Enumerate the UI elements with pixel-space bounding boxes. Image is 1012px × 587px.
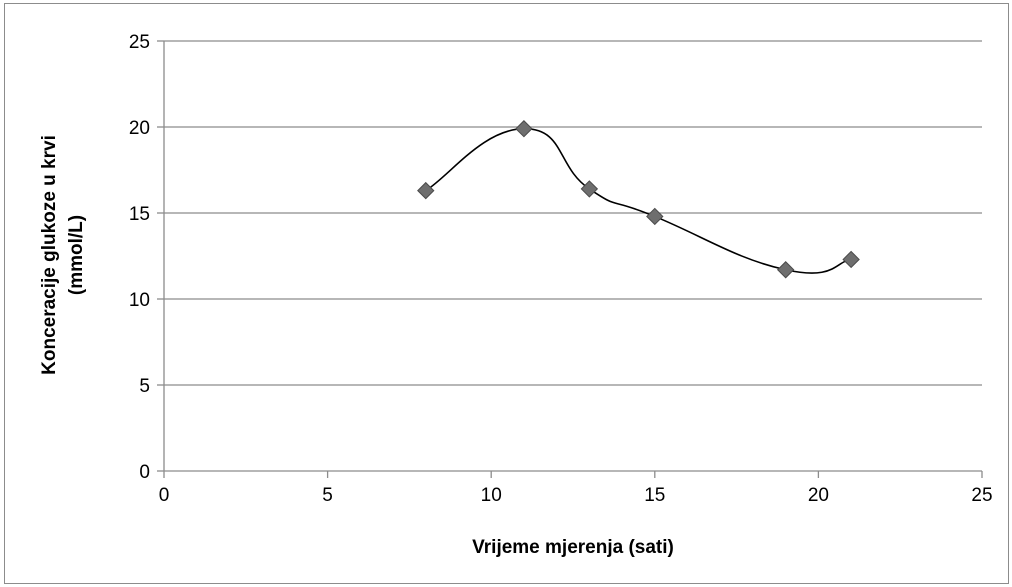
x-tick-label: 25 [971, 485, 992, 506]
data-points [417, 120, 860, 279]
x-tick-label: 5 [322, 485, 333, 506]
y-tick-label: 0 [139, 462, 150, 483]
data-point-marker [580, 180, 599, 198]
x-tick-label: 15 [644, 485, 665, 506]
y-axis-title-line-2: (mmol/L) [66, 215, 87, 295]
x-tick-label: 20 [808, 485, 829, 506]
y-tick-label: 25 [129, 32, 150, 53]
gridlines [164, 40, 982, 386]
y-axis-title-line-1: Konceracije glukoze u krvi [39, 135, 60, 375]
y-tick-label: 5 [139, 376, 150, 397]
data-point-marker [515, 120, 533, 138]
y-tick-label: 15 [129, 204, 150, 225]
data-point-marker [776, 261, 795, 279]
data-point-marker [417, 181, 435, 200]
axes [157, 40, 983, 478]
y-tick-label: 20 [129, 118, 150, 139]
y-axis-title: Konceracije glukoze u krvi (mmol/L) [39, 135, 87, 375]
data-point-marker [646, 207, 664, 226]
smoothed-series-line [425, 127, 852, 274]
chart-frame [4, 3, 1009, 584]
x-tick-label: 10 [481, 485, 502, 506]
x-tick-labels: 0 5 10 15 20 25 [159, 485, 993, 506]
data-point-marker [842, 250, 860, 269]
x-tick-label: 0 [159, 485, 170, 506]
y-tick-labels: 0 5 10 15 20 25 [129, 32, 150, 483]
y-tick-label: 10 [129, 290, 150, 311]
x-axis-title: Vrijeme mjerenja (sati) [472, 537, 674, 558]
